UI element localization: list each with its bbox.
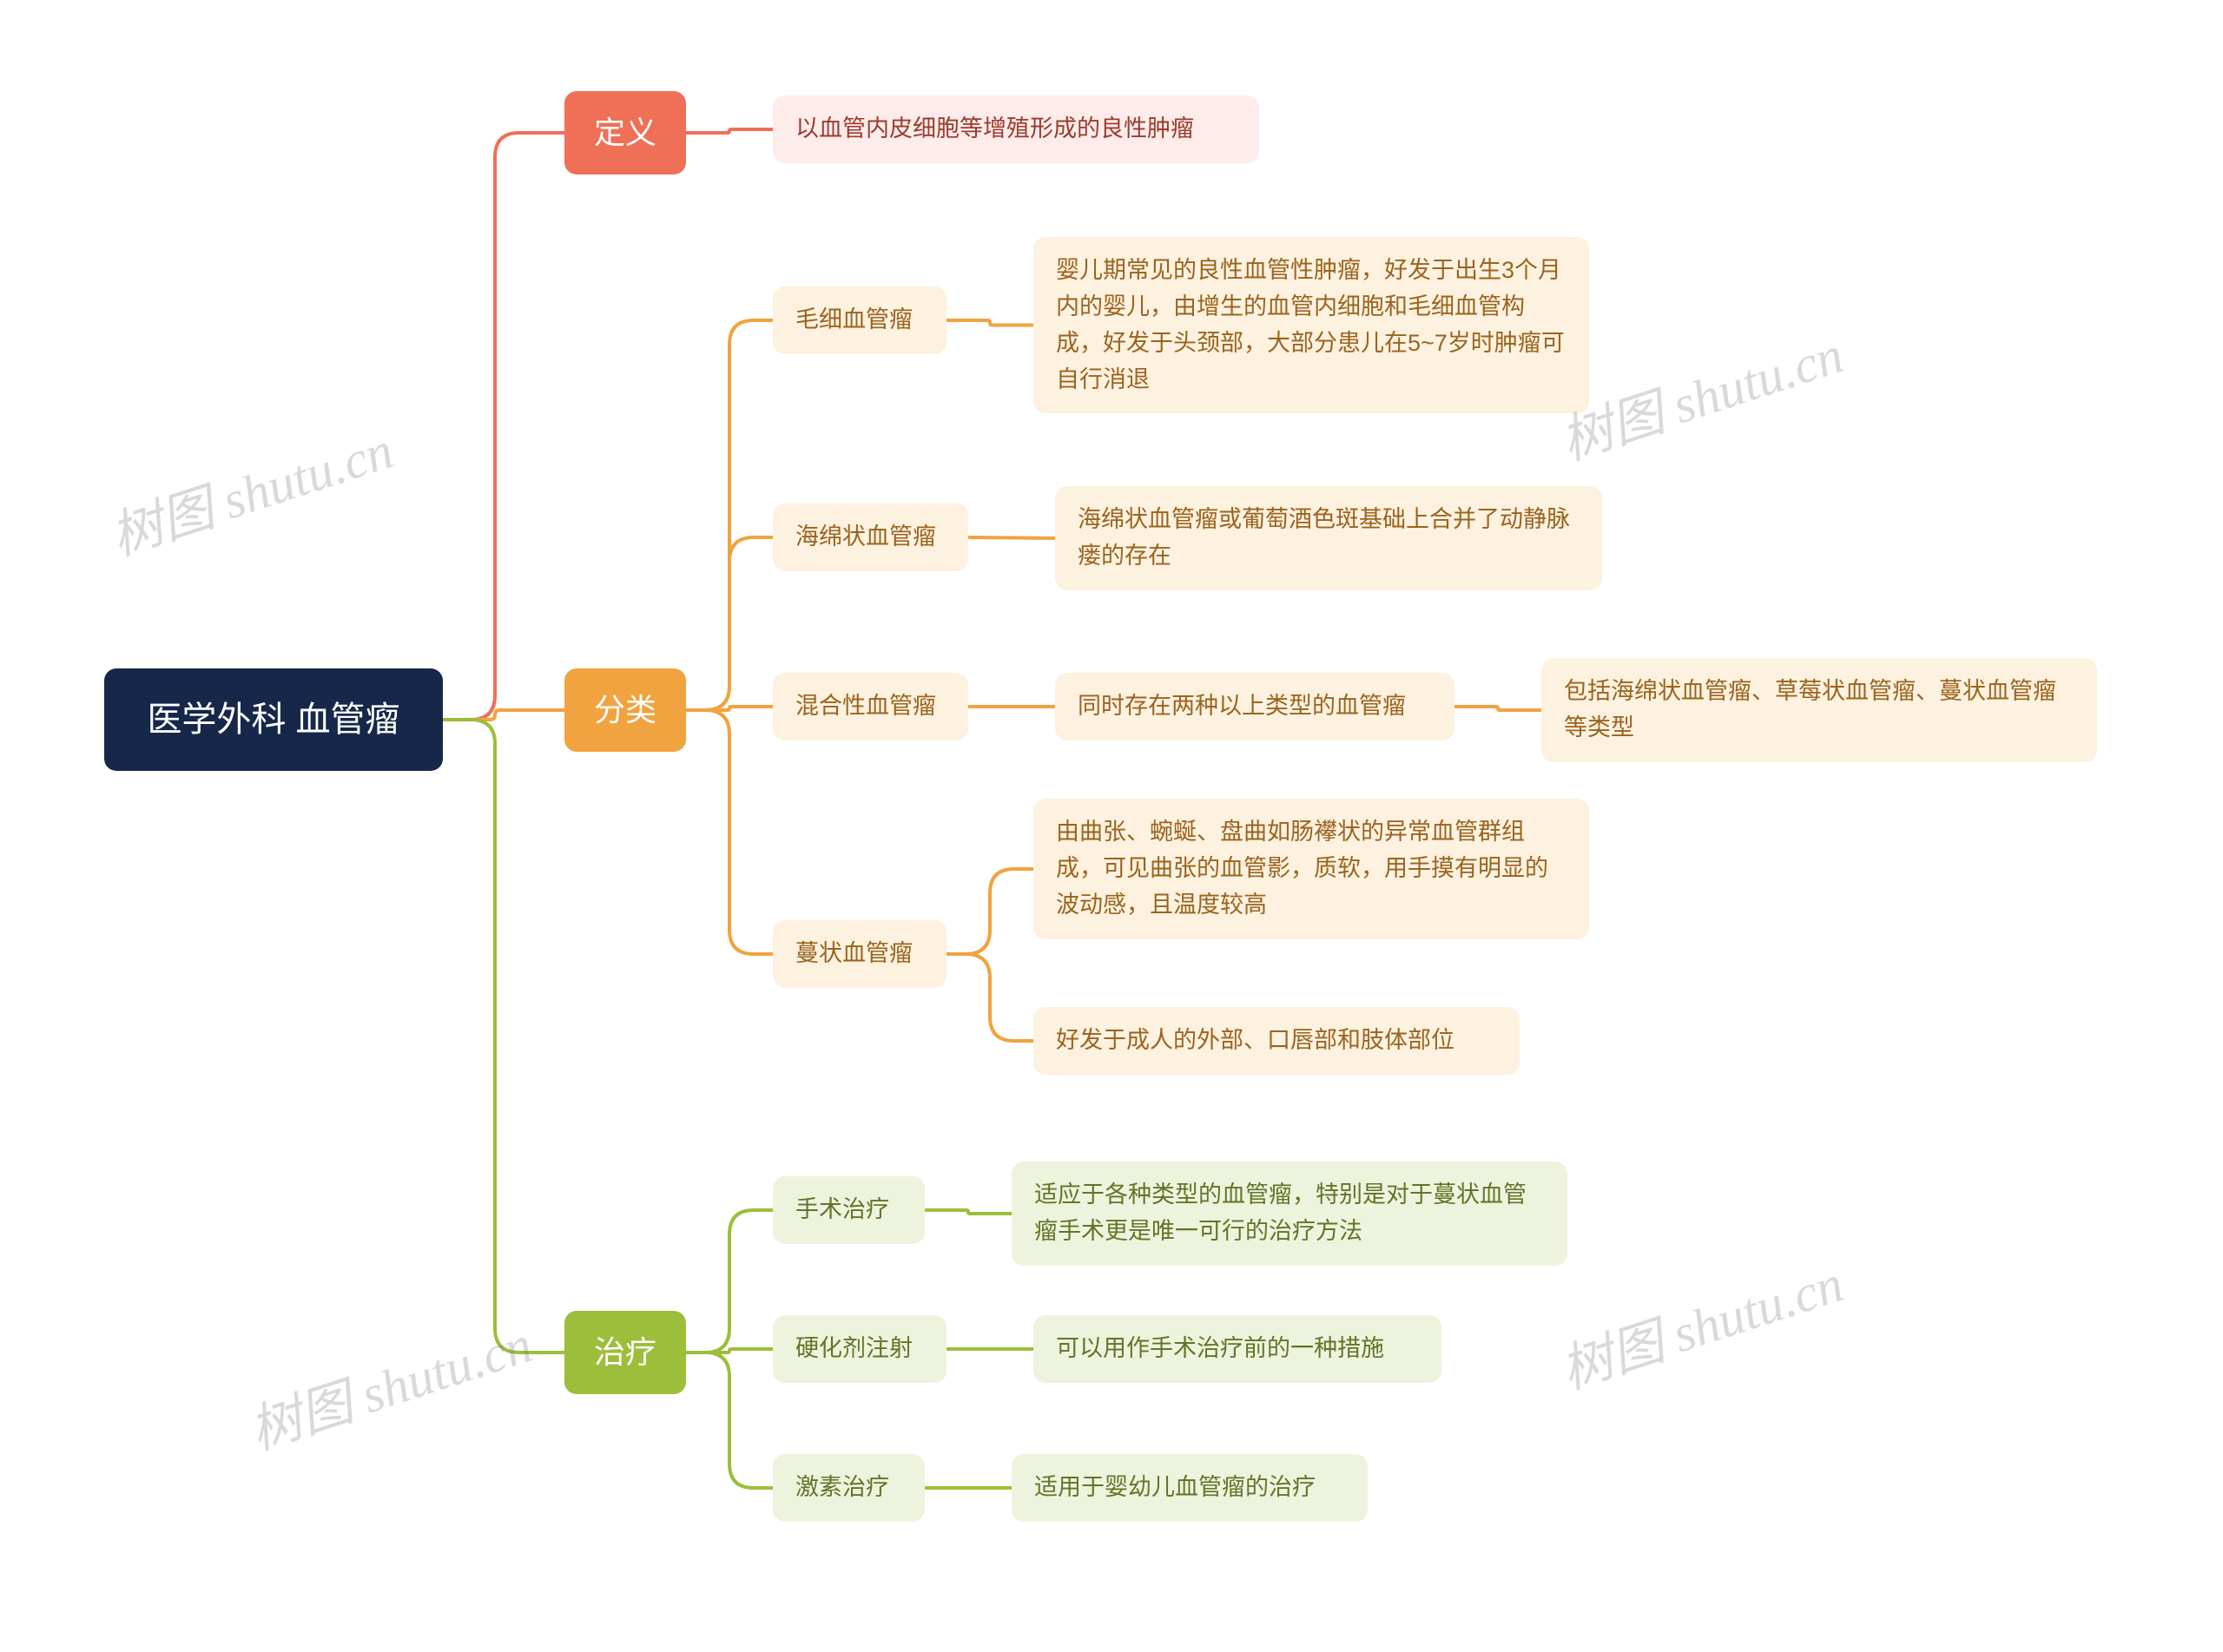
- branch-def-label: 定义: [594, 109, 656, 157]
- node-t3-1-label: 适用于婴幼儿血管瘤的治疗: [1034, 1470, 1316, 1506]
- node-c1-label: 毛细血管瘤: [795, 302, 913, 339]
- watermark: 树图 shutu.cn: [239, 1302, 540, 1464]
- node-c2-label: 海绵状血管瘤: [795, 519, 936, 556]
- node-def-1: 以血管内皮细胞等增殖形成的良性肿瘤: [773, 95, 1259, 163]
- node-c3-1-1-label: 包括海绵状血管瘤、草莓状血管瘤、蔓状血管瘤等类型: [1564, 674, 2075, 747]
- node-t3: 激素治疗: [773, 1454, 925, 1522]
- branch-class: 分类: [564, 668, 686, 752]
- branch-class-label: 分类: [594, 686, 656, 734]
- node-t1-1: 适应于各种类型的血管瘤，特别是对于蔓状血管瘤手术更是唯一可行的治疗方法: [1012, 1162, 1567, 1266]
- branch-treat-label: 治疗: [594, 1328, 656, 1377]
- node-c4-2: 好发于成人的外部、口唇部和肢体部位: [1033, 1007, 1520, 1075]
- mindmap-canvas: 医学外科 血管瘤 定义 以血管内皮细胞等增殖形成的良性肿瘤分类 毛细血管瘤 婴儿期常见的…: [0, 0, 2223, 1652]
- node-t2-1: 可以用作手术治疗前的一种措施: [1033, 1315, 1441, 1383]
- node-c3: 混合性血管瘤: [773, 673, 968, 740]
- node-t1-label: 手术治疗: [795, 1192, 889, 1228]
- node-c4-label: 蔓状血管瘤: [795, 936, 913, 972]
- node-c3-1: 同时存在两种以上类型的血管瘤: [1055, 673, 1455, 740]
- node-t1: 手术治疗: [773, 1176, 925, 1244]
- node-c1-1-label: 婴儿期常见的良性血管性肿瘤，好发于出生3个月内的婴儿，由增生的血管内细胞和毛细血…: [1056, 253, 1567, 398]
- root-node-label: 医学外科 血管瘤: [147, 693, 399, 747]
- node-c4: 蔓状血管瘤: [773, 920, 947, 988]
- node-t3-label: 激素治疗: [795, 1470, 889, 1506]
- watermark: 树图 shutu.cn: [1550, 313, 1851, 475]
- node-c4-1-label: 由曲张、蜿蜒、盘曲如肠襻状的异常血管群组成，可见曲张的血管影，质软，用手摸有明显…: [1056, 814, 1567, 924]
- node-c1: 毛细血管瘤: [773, 286, 947, 354]
- node-t1-1-label: 适应于各种类型的血管瘤，特别是对于蔓状血管瘤手术更是唯一可行的治疗方法: [1034, 1177, 1545, 1250]
- node-t2-label: 硬化剂注射: [795, 1331, 913, 1367]
- branch-def: 定义: [564, 91, 686, 174]
- node-c2: 海绵状血管瘤: [773, 503, 968, 571]
- node-def-1-label: 以血管内皮细胞等增殖形成的良性肿瘤: [795, 111, 1194, 148]
- root-node: 医学外科 血管瘤: [104, 668, 443, 771]
- node-c3-1-label: 同时存在两种以上类型的血管瘤: [1078, 688, 1406, 725]
- node-t3-1: 适用于婴幼儿血管瘤的治疗: [1012, 1454, 1368, 1522]
- node-t2-1-label: 可以用作手术治疗前的一种措施: [1056, 1331, 1384, 1367]
- node-c3-1-1: 包括海绵状血管瘤、草莓状血管瘤、蔓状血管瘤等类型: [1541, 658, 2097, 762]
- watermark: 树图 shutu.cn: [100, 408, 401, 570]
- node-c1-1: 婴儿期常见的良性血管性肿瘤，好发于出生3个月内的婴儿，由增生的血管内细胞和毛细血…: [1033, 237, 1589, 413]
- node-c4-2-label: 好发于成人的外部、口唇部和肢体部位: [1056, 1023, 1455, 1059]
- node-t2: 硬化剂注射: [773, 1315, 947, 1383]
- node-c4-1: 由曲张、蜿蜒、盘曲如肠襻状的异常血管群组成，可见曲张的血管影，质软，用手摸有明显…: [1033, 799, 1589, 939]
- node-c2-1-label: 海绵状血管瘤或葡萄酒色斑基础上合并了动静脉瘘的存在: [1078, 502, 1580, 575]
- node-c2-1: 海绵状血管瘤或葡萄酒色斑基础上合并了动静脉瘘的存在: [1055, 486, 1602, 590]
- watermark: 树图 shutu.cn: [1550, 1241, 1851, 1404]
- branch-treat: 治疗: [564, 1311, 686, 1394]
- node-c3-label: 混合性血管瘤: [795, 688, 936, 725]
